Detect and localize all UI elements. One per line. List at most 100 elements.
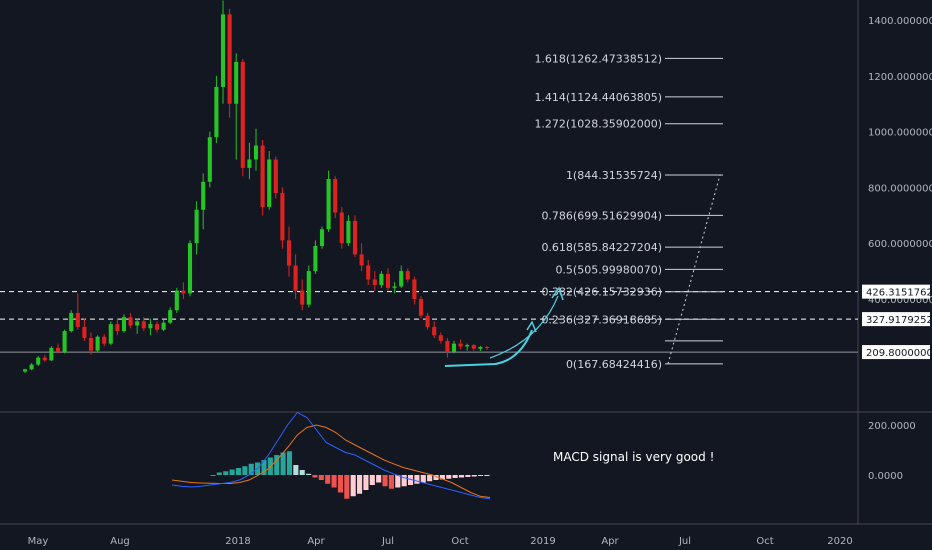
- candle-body: [181, 290, 186, 294]
- price-tick-label: 800.00000000: [868, 183, 932, 194]
- macd-histogram-bar: [223, 471, 229, 475]
- candle-body: [478, 346, 483, 349]
- fib-level-label: 0.786(699.51629904): [541, 209, 662, 222]
- candle-body: [418, 299, 424, 316]
- candle-body: [286, 240, 292, 266]
- candle-body: [352, 220, 358, 255]
- candlesticks: [22, 0, 490, 373]
- candle-body: [359, 254, 364, 266]
- candle-body: [36, 357, 41, 365]
- macd-histogram-bar: [299, 470, 305, 475]
- time-tick-label: Apr: [307, 536, 325, 547]
- macd-histogram-bar: [452, 475, 458, 478]
- candle-body: [75, 312, 80, 327]
- curved-arrow: [444, 286, 564, 367]
- macd-histogram-bar: [414, 475, 420, 484]
- candle-body: [372, 279, 377, 286]
- price-tick-label: 400.00000000: [868, 295, 932, 306]
- candle-body: [346, 220, 351, 244]
- candle-body: [141, 321, 146, 329]
- macd-histogram-bar: [369, 475, 375, 485]
- candle-body: [273, 159, 278, 193]
- candle-body: [260, 145, 265, 207]
- macd-histogram-bar: [248, 463, 254, 475]
- candle-body: [326, 179, 331, 230]
- candle-body: [128, 317, 133, 326]
- candle-body: [405, 271, 410, 280]
- candle-body: [115, 324, 120, 332]
- time-tick-label: Jul: [381, 536, 394, 547]
- fib-level-label: 1(844.31535724): [566, 169, 662, 182]
- candle-body: [22, 369, 28, 372]
- candle-body: [95, 336, 100, 351]
- macd-axis: 200.0000 0.0000: [868, 421, 916, 482]
- price-tick-label: 1200.00000000: [868, 72, 932, 83]
- price-tick-label: 1400.00000000: [868, 16, 932, 27]
- time-tick-label: Oct: [451, 536, 468, 547]
- candle-body: [438, 335, 443, 341]
- price-tag-box: [862, 345, 930, 360]
- candle-body: [280, 192, 285, 241]
- candle-body: [392, 286, 397, 288]
- arrow-dotted: [489, 295, 559, 359]
- macd-histogram-bar: [382, 475, 388, 487]
- candle-body: [366, 265, 371, 280]
- candle-body: [445, 340, 450, 353]
- macd-histogram-bar: [395, 475, 401, 488]
- candle-body: [306, 271, 311, 305]
- candle-body: [293, 265, 298, 291]
- macd-annotation: MACD signal is very good !: [553, 450, 714, 464]
- fib-level-label: 0.618(585.84227204): [541, 241, 662, 254]
- time-tick-label: May: [28, 536, 49, 547]
- fib-level-label: 1.618(1262.47338512): [534, 52, 662, 65]
- macd-histogram-bar: [388, 475, 394, 489]
- candle-body: [339, 212, 344, 244]
- macd-tick-label: 200.0000: [868, 421, 916, 432]
- arrow-head: [551, 286, 564, 301]
- candle-body: [42, 357, 47, 361]
- macd-pane: [171, 411, 491, 500]
- time-tick-label: Apr: [601, 536, 619, 547]
- macd-histogram-bar: [484, 475, 490, 476]
- time-tick-label: 2018: [225, 536, 250, 547]
- price-tick-label: 1000.00000000: [868, 128, 932, 139]
- candle-body: [458, 343, 463, 347]
- macd-histogram-bar: [337, 475, 343, 493]
- candle-body: [319, 229, 325, 246]
- candle-body: [379, 273, 384, 286]
- candle-body: [55, 347, 61, 353]
- candle-body: [174, 290, 179, 311]
- candle-body: [62, 331, 67, 353]
- macd-histogram-bar: [350, 475, 356, 497]
- macd-histogram-bar: [363, 475, 369, 490]
- macd-histogram-bar: [306, 473, 312, 475]
- candle-body: [121, 317, 127, 332]
- macd-tick-label: 0.0000: [868, 471, 903, 482]
- candle-body: [412, 279, 417, 299]
- time-tick-label: Jul: [678, 536, 691, 547]
- macd-histogram-bar: [331, 475, 337, 488]
- price-axis: 1400.00000000 1200.00000000 1000.00000000 8…: [868, 16, 932, 306]
- fib-level-label: 0.5(505.99980070): [555, 263, 662, 276]
- candle-body: [214, 86, 219, 138]
- time-axis: May Aug 2018 Apr Jul Oct 2019 Apr Jul Oct 2020: [28, 536, 853, 547]
- macd-histogram-bar: [471, 475, 477, 477]
- candle-body: [148, 324, 153, 329]
- candle-body: [300, 290, 305, 305]
- macd-histogram-bar: [446, 475, 452, 479]
- candle-body: [29, 364, 34, 370]
- fib-level-label: 0.382(426.15732936): [541, 286, 662, 299]
- macd-histogram-bar: [420, 475, 426, 483]
- candle-body: [187, 243, 193, 294]
- arrow-head-small: [526, 320, 537, 333]
- candle-body: [194, 209, 199, 244]
- macd-histogram-bar: [401, 475, 407, 487]
- macd-histogram-bar: [478, 475, 484, 476]
- candle-body: [135, 321, 140, 326]
- candle-body: [432, 326, 437, 336]
- time-tick-label: 2020: [827, 536, 852, 547]
- fib-extension: 1.618(1262.47338512) 1.414(1124.44063805)…: [534, 52, 723, 371]
- candle-body: [168, 310, 173, 323]
- macd-histogram-bar: [210, 475, 216, 476]
- macd-histogram-bar: [286, 451, 293, 475]
